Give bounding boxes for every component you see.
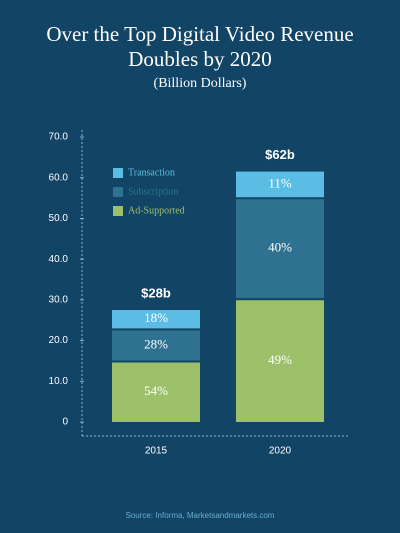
legend-swatch (113, 187, 123, 197)
y-tick-label: 30.0 (49, 294, 69, 305)
bar-segment (112, 310, 200, 329)
legend-swatch (113, 168, 123, 178)
bar-segment (112, 330, 200, 361)
x-tick-label: 2020 (269, 446, 292, 457)
y-tick-label: 60.0 (49, 172, 69, 183)
legend-label: Ad-Supported (128, 205, 185, 216)
bar-segment (236, 199, 324, 299)
y-tick-label: 50.0 (49, 213, 69, 224)
legend-swatch (113, 206, 123, 216)
total-label: $62b (265, 147, 295, 162)
segment-label: 54% (144, 383, 168, 398)
y-tick-label: 0 (62, 417, 68, 428)
bar-segment (236, 300, 324, 422)
segment-label: 11% (268, 175, 292, 190)
source: Source: Informa, Marketsandmarkets.com (126, 511, 275, 520)
y-tick-label: 40.0 (49, 254, 69, 265)
chart-title: Over the Top Digital Video Revenue Double… (46, 22, 353, 71)
y-tick-label: 10.0 (49, 376, 69, 387)
legend-label: Transaction (128, 167, 175, 178)
y-tick-label: 20.0 (49, 335, 69, 346)
segment-label: 40% (268, 240, 292, 255)
bar-segment (236, 171, 324, 198)
x-tick-label: 2015 (145, 446, 168, 457)
segment-label: 18% (144, 310, 168, 325)
total-label: $28b (141, 285, 171, 300)
legend-label: Subscription (128, 186, 179, 197)
y-tick-label: 70.0 (49, 132, 69, 143)
segment-label: 49% (268, 352, 292, 367)
segment-label: 28% (144, 336, 168, 351)
chart-subtitle: (Billion Dollars) (154, 76, 247, 91)
bar-segment (112, 362, 200, 422)
